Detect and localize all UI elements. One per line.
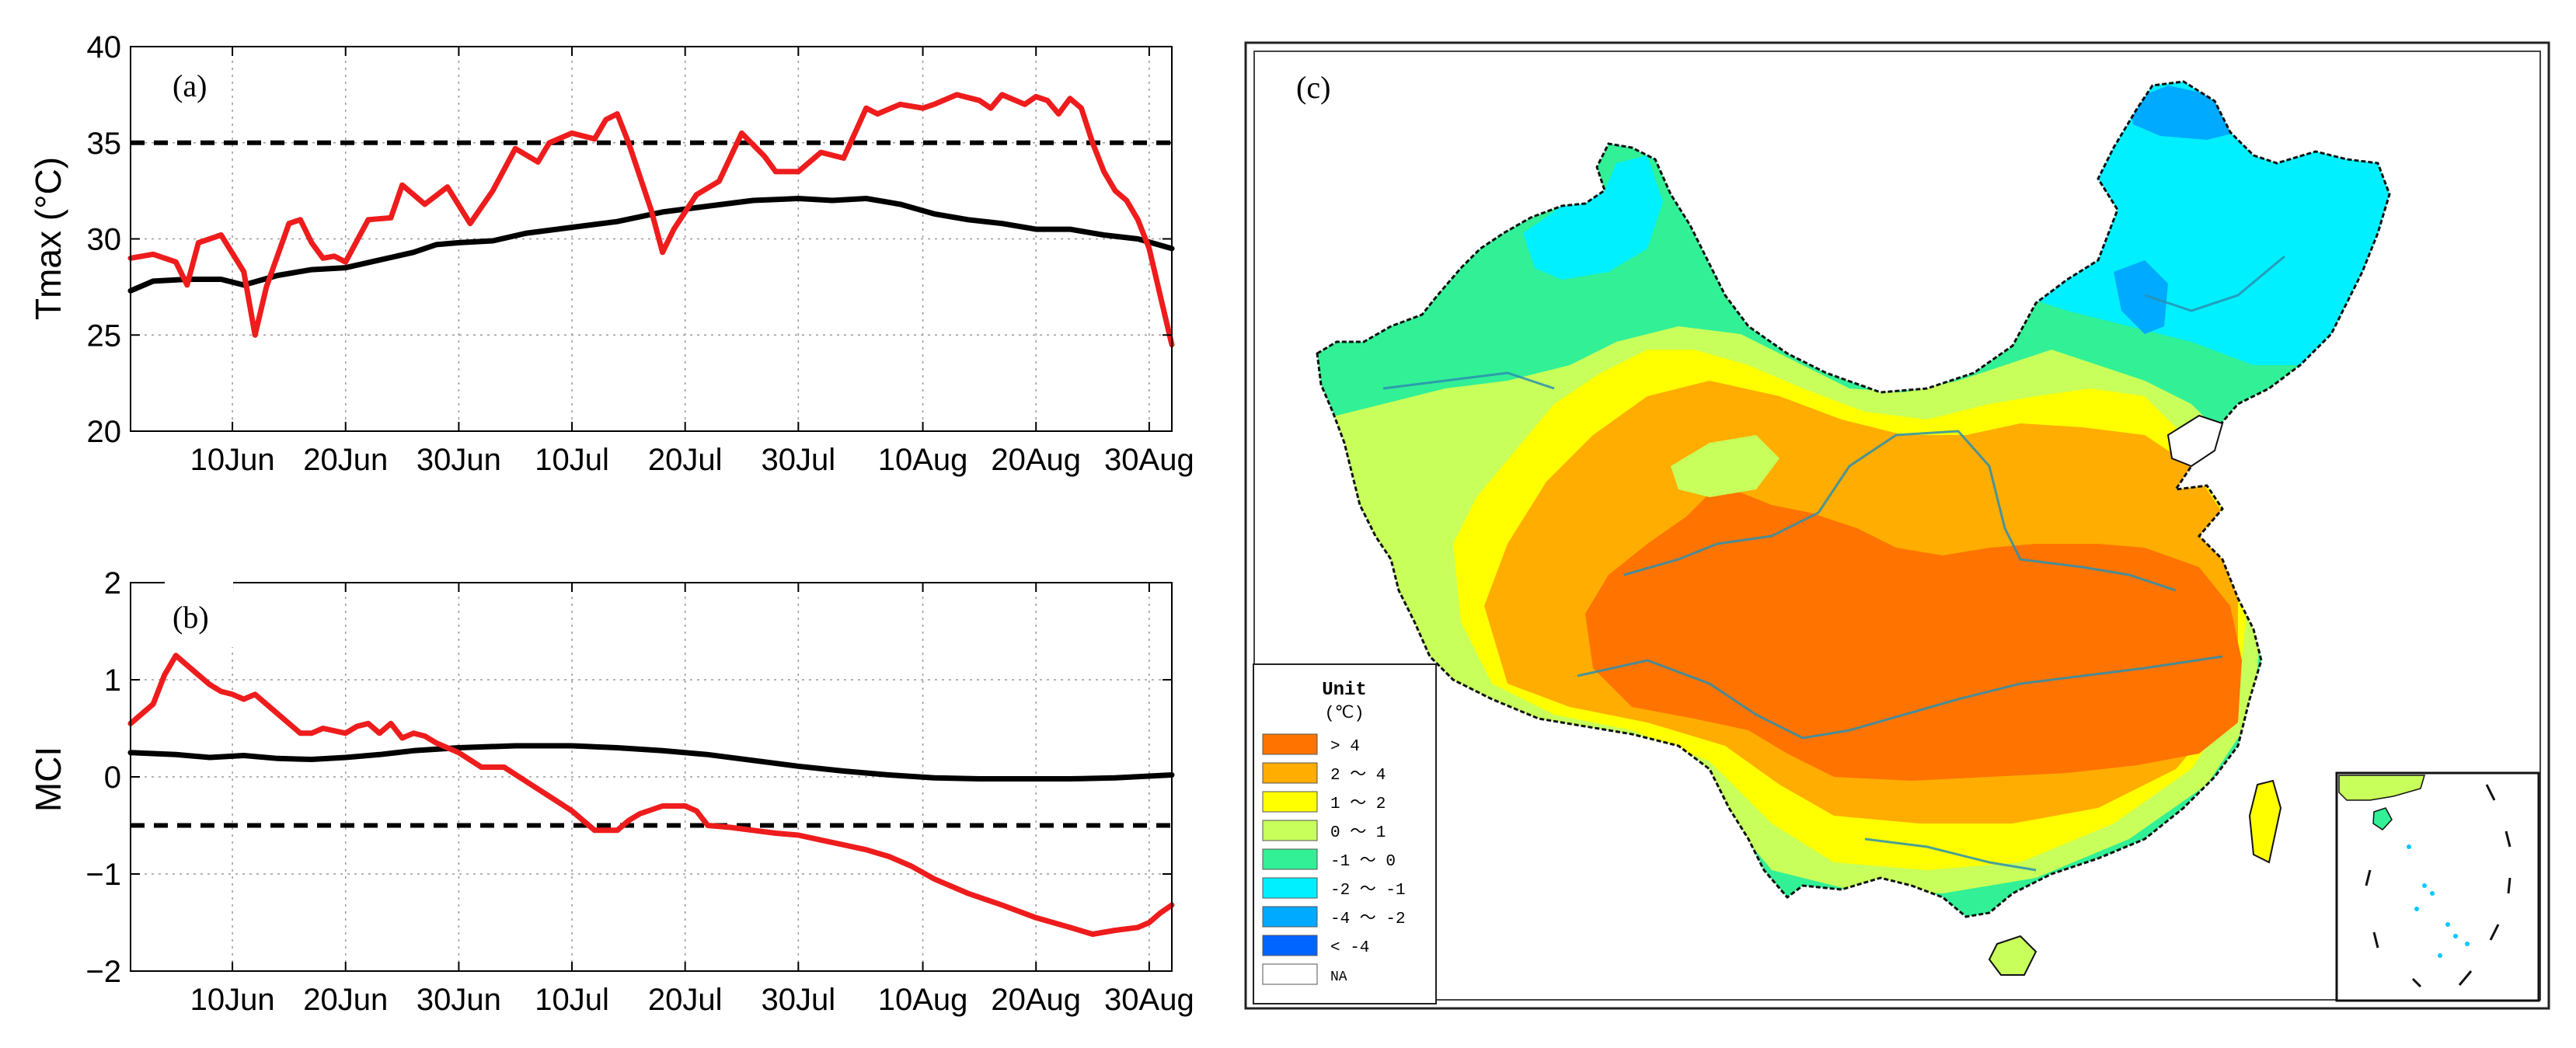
x-tick-label: 10Aug (878, 443, 968, 477)
y-tick-label: 35 (87, 127, 122, 161)
south-china-sea-inset (2335, 771, 2540, 1002)
zone-northeast-blue (2129, 85, 2238, 140)
x-tick-label: 20Jun (303, 983, 388, 1017)
songhua-river (2144, 255, 2285, 312)
panel-b-y-axis-label: MCI (28, 747, 68, 812)
legend-swatch (1262, 762, 1318, 784)
x-tick-label: 10Jun (190, 983, 275, 1017)
x-tick-label: 10Aug (878, 983, 968, 1017)
legend-label: -4 ～ -2 (1330, 910, 1406, 928)
x-tick-label: 20Jul (648, 983, 723, 1017)
series-line-daily (127, 653, 1175, 937)
legend-swatch (1262, 733, 1318, 755)
inset-coastline (2338, 775, 2426, 801)
panel-a-y-ticks: 20 25 30 35 40 (87, 30, 1172, 449)
zone-qinghai-lime (1671, 435, 1779, 497)
inset-frame (2335, 771, 2540, 1002)
panel-a-series (127, 92, 1175, 348)
x-tick-label: 30Jul (762, 983, 836, 1017)
x-tick-label: 10Jul (535, 443, 609, 477)
map-outer-frame (1244, 41, 2550, 1010)
x-tick-label: 20Aug (991, 983, 1081, 1017)
y-tick-label: 40 (87, 30, 122, 64)
map-colour-zones (1317, 82, 2390, 917)
y-tick-label: 25 (87, 319, 122, 353)
legend-label: NA (1330, 970, 1347, 985)
legend-swatch (1262, 848, 1318, 870)
legend-label: > 4 (1330, 738, 1360, 756)
yangtze-river (1577, 655, 2223, 740)
legend-label: 1 ～ 2 (1330, 796, 1386, 813)
taiwan-island (2248, 779, 2282, 864)
x-tick-label: 10Jun (190, 443, 275, 477)
series-line-daily (127, 92, 1175, 348)
map-rivers (1382, 255, 2285, 872)
legend-label: -2 ～ -1 (1330, 882, 1406, 900)
panel-a-label: (a) (173, 68, 207, 103)
series-line-climatology (127, 196, 1175, 294)
tarim-river (1382, 371, 1555, 390)
yellow-river (1623, 430, 2177, 592)
legend-swatch (1262, 877, 1318, 899)
legend-label: -1 ～ 0 (1330, 853, 1396, 871)
legend-swatch (1262, 791, 1318, 813)
y-tick-label: −1 (85, 858, 121, 892)
zone-northwest-cyan (1523, 155, 1663, 280)
legend-swatch (1262, 906, 1318, 928)
x-tick-label: 20Aug (991, 443, 1081, 477)
x-tick-label: 30Jul (762, 443, 836, 477)
legend-swatch (1262, 935, 1318, 956)
x-tick-label: 10Jul (535, 983, 609, 1017)
y-tick-label: 20 (87, 415, 122, 449)
panel-b-label: (b) (173, 600, 209, 635)
panel-a-y-axis-label: Tmax (°C) (28, 157, 68, 320)
panel-c-temperature-anomaly-map: (c) (1244, 41, 2550, 1010)
series-line-climatology (127, 743, 1175, 782)
y-tick-label: 1 (104, 663, 121, 698)
legend-swatch (1262, 820, 1318, 841)
bohai-sea (2166, 414, 2224, 468)
legend-label: 2 ～ 4 (1330, 767, 1386, 785)
panel-b-x-ticks: 10Jun 20Jun 30Jun 10Jul 20Jul 30Jul 10Aug 20Aug… (190, 583, 1194, 1017)
hainan-island (1988, 935, 2037, 976)
y-tick-label: −2 (85, 955, 121, 989)
y-tick-label: 0 (104, 761, 121, 795)
x-tick-label: 30Jun (417, 443, 501, 477)
panel-c-label: (c) (1296, 70, 1330, 105)
y-tick-label: 30 (87, 223, 122, 257)
x-tick-label: 20Jul (648, 443, 723, 477)
zone-manchuria-blue (2114, 260, 2168, 334)
legend-label: 0 ～ 1 (1330, 824, 1386, 842)
map-legend: Unit (℃) > 4 2 ～ 4 1 ～ 2 0 ～ 1 -1 ～ 0 -2 ～ -1… (1253, 663, 1437, 1004)
x-tick-label: 20Jun (303, 443, 388, 477)
panel-a-x-ticks: 10Jun 20Jun 30Jun 10Jul 20Jul 30Jul 10Aug 20Aug… (190, 47, 1194, 477)
inset-dashed-boundary (2365, 784, 2512, 988)
zone-hot-orange (1585, 489, 2242, 781)
x-tick-label: 30Aug (1104, 983, 1194, 1017)
x-tick-label: 30Jun (417, 983, 501, 1017)
map-inner-frame (1253, 50, 2541, 1001)
panel-b-label-background (165, 575, 233, 647)
china-border (1316, 80, 2391, 918)
legend-items: > 4 2 ～ 4 1 ～ 2 0 ～ 1 -1 ～ 0 -2 ～ -1 -4 ～ -2 < … (1262, 733, 1406, 985)
panel-b-series (127, 653, 1175, 937)
panel-b-y-ticks: −2 −1 0 1 2 (85, 566, 1172, 989)
legend-swatch (1262, 963, 1318, 985)
inset-islands (2407, 844, 2470, 958)
inset-hainan (2372, 807, 2393, 830)
x-tick-label: 30Aug (1104, 443, 1194, 477)
legend-title: Unit (1322, 680, 1367, 701)
legend-unit: (℃) (1324, 704, 1364, 723)
y-tick-label: 2 (104, 566, 121, 601)
panel-a-tmax-chart: 20 25 30 35 40 10Jun 20Jun 30Jun 10Jul 20Jul 30Ju… (28, 30, 1194, 477)
panel-a-grid (131, 47, 1172, 431)
legend-label: < -4 (1330, 939, 1369, 957)
pearl-river (1864, 837, 2037, 872)
